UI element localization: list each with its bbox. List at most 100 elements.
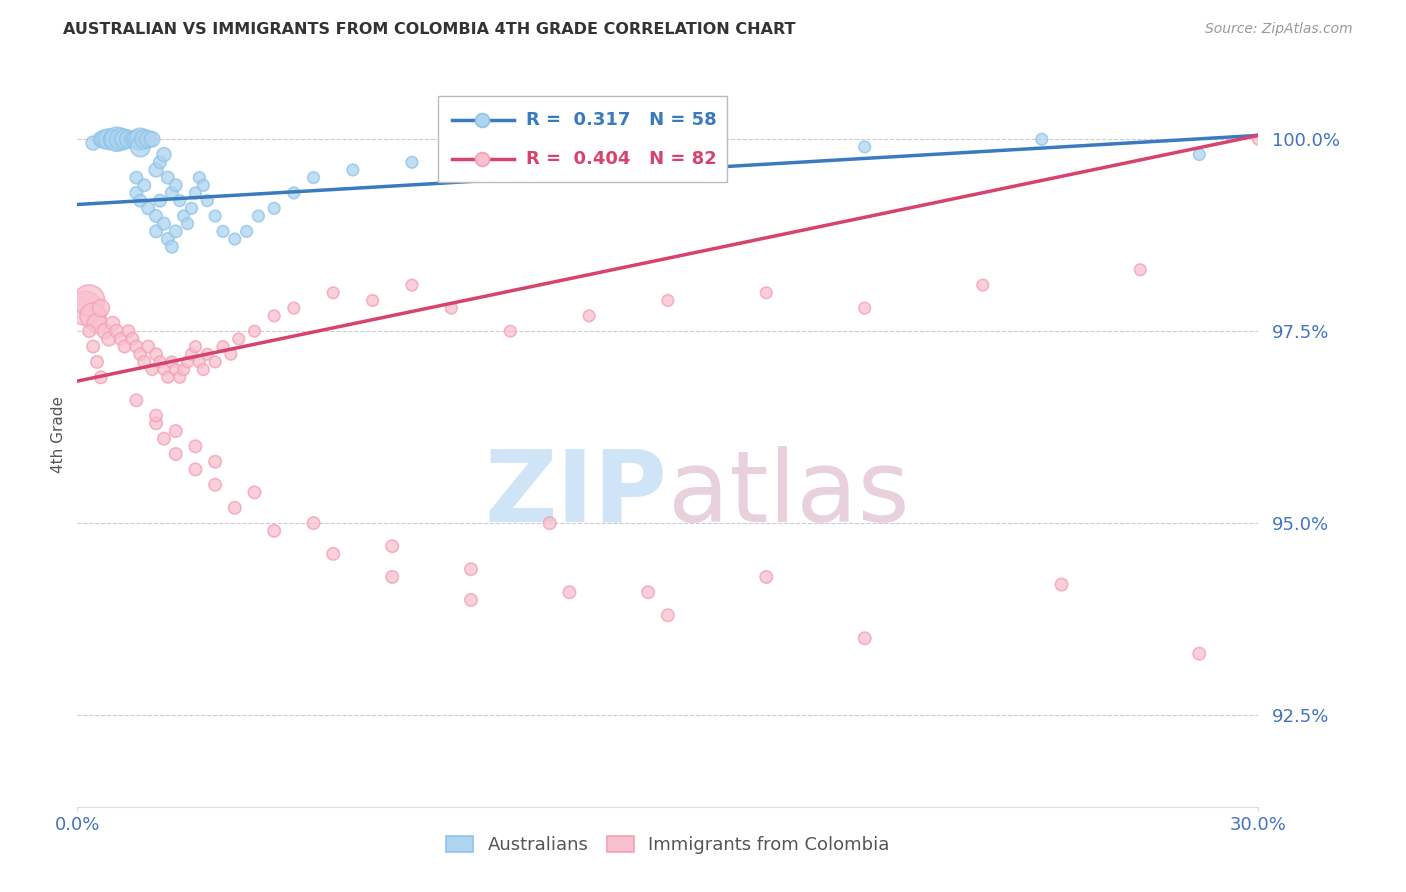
Point — [263, 202, 285, 216]
Point — [97, 332, 120, 346]
Point — [228, 332, 250, 346]
Point — [1031, 132, 1053, 146]
Point — [105, 132, 128, 146]
Point — [153, 147, 176, 161]
Point — [114, 132, 136, 146]
Point — [136, 340, 159, 354]
Point — [657, 293, 679, 308]
Text: R =  0.317   N = 58: R = 0.317 N = 58 — [526, 111, 717, 128]
Point — [75, 301, 97, 315]
Point — [145, 417, 167, 431]
Point — [86, 317, 108, 331]
Point — [195, 347, 218, 361]
Point — [149, 194, 172, 208]
Text: Source: ZipAtlas.com: Source: ZipAtlas.com — [1205, 22, 1353, 37]
Text: atlas: atlas — [668, 446, 910, 543]
Point — [117, 324, 139, 338]
Point — [263, 524, 285, 538]
Point — [110, 332, 132, 346]
Y-axis label: 4th Grade: 4th Grade — [51, 396, 66, 474]
Point — [156, 232, 179, 246]
Point — [165, 424, 187, 438]
Point — [460, 593, 482, 607]
Point — [204, 355, 226, 369]
Point — [381, 570, 404, 584]
Point — [82, 309, 104, 323]
Point — [121, 132, 143, 146]
Point — [188, 355, 211, 369]
Point — [283, 186, 305, 200]
Point — [160, 240, 183, 254]
Point — [129, 132, 152, 146]
Text: AUSTRALIAN VS IMMIGRANTS FROM COLOMBIA 4TH GRADE CORRELATION CHART: AUSTRALIAN VS IMMIGRANTS FROM COLOMBIA 4… — [63, 22, 796, 37]
Point — [153, 217, 176, 231]
Point — [853, 632, 876, 646]
Point — [212, 340, 235, 354]
Point — [94, 324, 117, 338]
Point — [156, 370, 179, 384]
Point — [165, 362, 187, 376]
Point — [1188, 647, 1211, 661]
Point — [145, 409, 167, 423]
Point — [145, 163, 167, 178]
Point — [134, 355, 156, 369]
Point — [136, 202, 159, 216]
Point — [637, 585, 659, 599]
Point — [136, 132, 159, 146]
Point — [160, 355, 183, 369]
Point — [141, 362, 163, 376]
Point — [145, 224, 167, 238]
Point — [145, 347, 167, 361]
Point — [578, 155, 600, 169]
Point — [263, 309, 285, 323]
Point — [1129, 262, 1152, 277]
Point — [129, 194, 152, 208]
Point — [755, 285, 778, 300]
Point — [381, 539, 404, 553]
Point — [219, 347, 242, 361]
Point — [1050, 577, 1073, 591]
Point — [82, 340, 104, 354]
Point — [125, 393, 148, 408]
Point — [184, 439, 207, 453]
Point — [243, 324, 266, 338]
Point — [302, 516, 325, 530]
Point — [125, 186, 148, 200]
Point — [342, 163, 364, 178]
Point — [82, 136, 104, 150]
Point — [129, 347, 152, 361]
Point — [322, 547, 344, 561]
Point — [479, 147, 502, 161]
Point — [224, 232, 246, 246]
Point — [149, 355, 172, 369]
Point — [86, 355, 108, 369]
Point — [180, 202, 202, 216]
Point — [153, 362, 176, 376]
Point — [114, 340, 136, 354]
Point — [105, 324, 128, 338]
Point — [195, 194, 218, 208]
Point — [243, 485, 266, 500]
Point — [460, 562, 482, 576]
Point — [160, 186, 183, 200]
Point — [77, 324, 100, 338]
Point — [176, 355, 198, 369]
Point — [173, 362, 195, 376]
Point — [134, 132, 156, 146]
Point — [110, 132, 132, 146]
Legend: Australians, Immigrants from Colombia: Australians, Immigrants from Colombia — [439, 829, 897, 862]
Point — [176, 217, 198, 231]
Point — [1247, 132, 1270, 146]
Point — [193, 362, 215, 376]
Point — [125, 170, 148, 185]
Text: ZIP: ZIP — [485, 446, 668, 543]
Point — [193, 178, 215, 193]
Point — [853, 301, 876, 315]
Point — [184, 186, 207, 200]
Point — [755, 570, 778, 584]
Point — [169, 194, 191, 208]
Point — [440, 301, 463, 315]
Point — [134, 178, 156, 193]
Point — [156, 170, 179, 185]
Point — [184, 340, 207, 354]
